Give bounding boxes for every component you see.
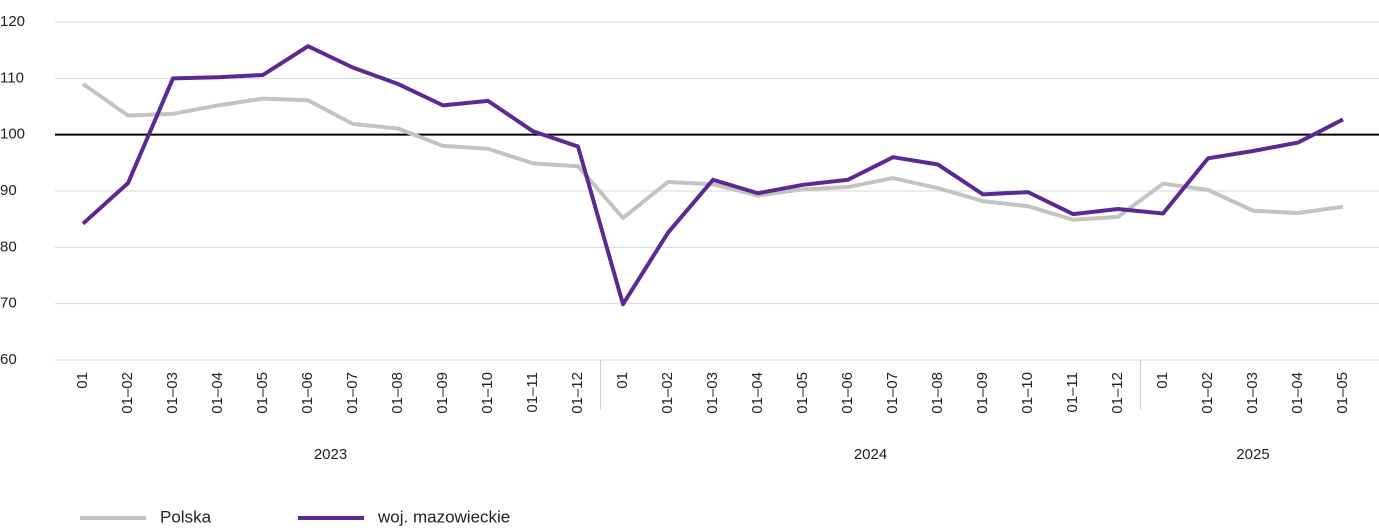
x-group-label: 2025 — [1236, 446, 1269, 463]
x-tick-label: 01–09 — [974, 372, 991, 414]
y-tick-label: 70 — [0, 295, 17, 312]
y-tick-label: 120 — [0, 13, 25, 30]
x-tick-label: 01–06 — [299, 372, 316, 414]
x-tick-label: 01–12 — [1109, 372, 1126, 414]
x-tick-label: 01–07 — [344, 372, 361, 414]
y-tick-label: 100 — [0, 126, 25, 143]
x-tick-label: 01 — [1154, 372, 1171, 389]
x-tick-label: 01–02 — [1199, 372, 1216, 414]
x-tick-label: 01–05 — [1334, 372, 1351, 414]
y-tick-label: 60 — [0, 351, 17, 368]
x-tick-label: 01–04 — [749, 372, 766, 414]
x-tick-label: 01–02 — [659, 372, 676, 414]
legend-label: woj. mazowieckie — [377, 507, 510, 526]
x-tick-label: 01–02 — [119, 372, 136, 414]
x-tick-label: 01–11 — [524, 372, 541, 413]
x-tick-label: 01–07 — [884, 372, 901, 414]
x-tick-label: 01–08 — [389, 372, 406, 414]
x-tick-label: 01–03 — [1244, 372, 1261, 414]
series-line — [81, 44, 1344, 307]
x-tick-label: 01–10 — [479, 372, 496, 414]
y-tick-label: 80 — [0, 238, 17, 255]
x-tick-label: 01–11 — [1064, 372, 1081, 413]
y-tick-label: 90 — [0, 182, 17, 199]
x-tick-label: 01–09 — [434, 372, 451, 414]
x-tick-label: 01 — [614, 372, 631, 389]
x-tick-label: 01 — [74, 372, 91, 389]
legend-label: Polska — [160, 507, 212, 526]
x-tick-label: 01–12 — [569, 372, 586, 414]
x-tick-label: 01–03 — [704, 372, 721, 414]
x-tick-label: 01–05 — [254, 372, 271, 414]
x-group-label: 2023 — [314, 446, 347, 463]
x-tick-label: 01–08 — [929, 372, 946, 414]
x-group-label: 2024 — [854, 446, 887, 463]
x-tick-label: 01–04 — [209, 372, 226, 414]
series-line — [81, 82, 1344, 222]
x-tick-label: 01–05 — [794, 372, 811, 414]
x-tick-label: 01–03 — [164, 372, 181, 414]
y-tick-label: 110 — [0, 69, 24, 86]
x-tick-label: 01–10 — [1019, 372, 1036, 414]
x-tick-label: 01–04 — [1289, 372, 1306, 414]
x-tick-label: 01–06 — [839, 372, 856, 414]
